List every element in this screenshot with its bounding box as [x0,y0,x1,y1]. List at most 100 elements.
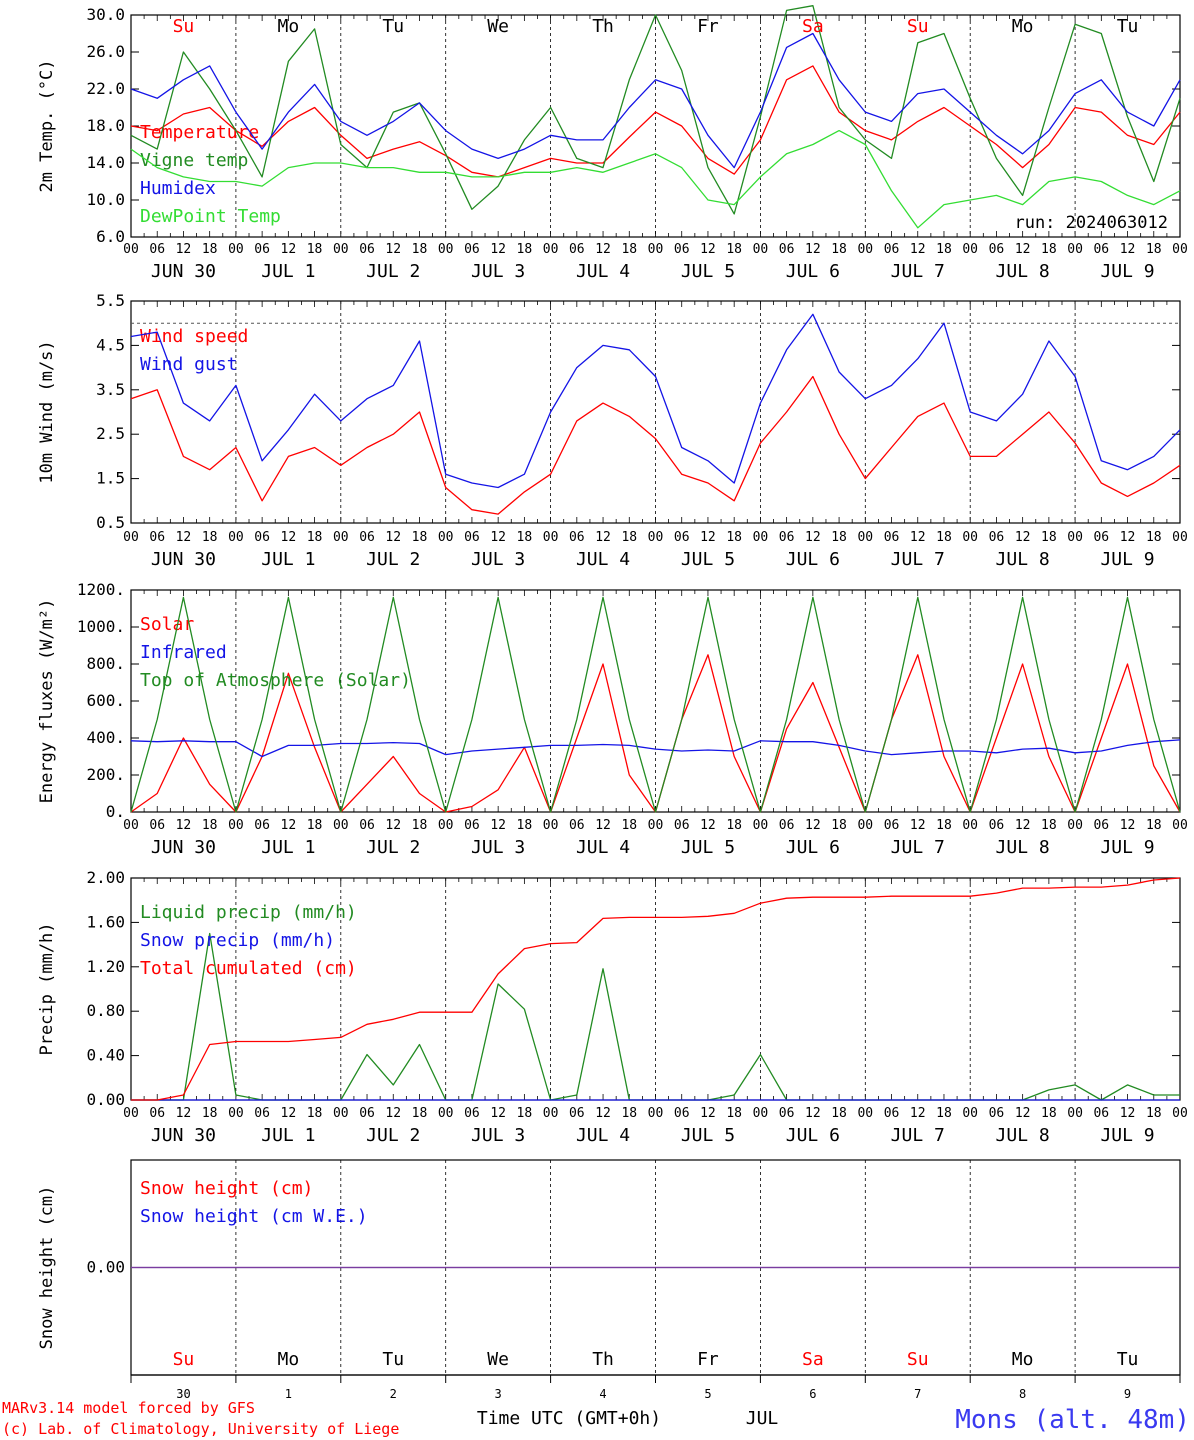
y-axis-label: 10m Wind (m/s) [37,340,57,483]
hour-label: 18 [1146,530,1162,545]
hour-label: 00 [333,818,349,833]
hour-label: 12 [805,530,821,545]
hour-label: 12 [910,818,926,833]
legend-entry: Humidex [140,178,216,199]
y-tick-label: 800. [86,654,125,673]
hour-label: 18 [831,1106,847,1121]
hour-label: 12 [595,242,611,257]
hour-label: 06 [884,530,900,545]
hour-label: 06 [464,818,480,833]
hour-label: 18 [726,1106,742,1121]
hour-label: 06 [464,530,480,545]
hour-label: 00 [333,242,349,257]
hour-label: 00 [648,1106,664,1121]
hour-label: 12 [1015,242,1031,257]
hour-label: 12 [1120,818,1136,833]
hour-label: 12 [281,530,297,545]
hour-label: 12 [700,818,716,833]
date-label: JUL 7 [891,837,945,858]
hour-label: 12 [176,818,192,833]
y-tick-label: 0.80 [86,1001,125,1020]
date-label: JUL 2 [366,1125,420,1146]
hour-label: 00 [857,530,873,545]
hour-label: 06 [1093,530,1109,545]
date-label: JUL 1 [261,261,315,282]
hour-label: 12 [281,1106,297,1121]
hour-label: 06 [359,242,375,257]
hour-label: 06 [674,818,690,833]
weekday-label: Su [907,16,929,37]
weekday-label-bottom: Fr [697,1349,719,1370]
panel-snow: 0.00 Snow height (cm) Snow height (cm) Snow… [37,1159,1181,1376]
hour-label: 12 [595,818,611,833]
hour-label: 18 [202,818,218,833]
date-label: JUL 5 [681,549,735,570]
date-label: JUL 7 [891,549,945,570]
weekday-label-bottom: Tu [1117,1349,1139,1370]
legend-entry: DewPoint Temp [140,206,281,227]
day-number: 5 [704,1387,711,1401]
date-label: JUL 4 [576,1125,630,1146]
hour-label: 18 [621,242,637,257]
panel-wind: 0.5 1.5 2.5 3.5 4.5 5.5 10m Wind (m/s) Wind spe… [37,291,1188,570]
date-label: JUL 3 [471,1125,525,1146]
hour-label: 00 [438,530,454,545]
hour-label: 18 [831,530,847,545]
hour-label: 00 [857,242,873,257]
hour-label: 12 [281,818,297,833]
y-tick-label: 26.0 [86,42,125,61]
hour-label: 00 [438,1106,454,1121]
y-tick-label: 5.5 [96,291,125,310]
date-label: JUN 30 [151,549,216,570]
hour-label: 12 [1015,1106,1031,1121]
hour-label: 18 [1146,1106,1162,1121]
hour-label: 12 [910,1106,926,1121]
weekday-label: Sa [802,16,824,37]
series-line-wind-gust [130,313,1181,489]
hour-label: 00 [753,530,769,545]
y-axis-label: Precip (mm/h) [37,922,57,1055]
hour-label: 00 [1172,242,1188,257]
y-tick-label: 14.0 [86,153,125,172]
hour-label: 06 [779,242,795,257]
hour-label: 18 [621,1106,637,1121]
day-number: 9 [1124,1387,1131,1401]
y-tick-label: 18.0 [86,116,125,135]
weekday-label-bottom: Sa [802,1349,824,1370]
hour-label: 06 [254,530,270,545]
hour-label: 00 [753,818,769,833]
hour-label: 06 [149,1106,165,1121]
hour-label: 12 [805,1106,821,1121]
date-label: JUL 8 [996,261,1050,282]
hour-label: 18 [307,818,323,833]
hour-label: 00 [1172,818,1188,833]
hour-label: 06 [1093,242,1109,257]
hour-label: 12 [1015,818,1031,833]
hour-label: 18 [831,242,847,257]
date-label: JUL 2 [366,549,420,570]
hour-label: 00 [333,1106,349,1121]
weekday-label: Mo [278,16,300,37]
hour-label: 00 [438,242,454,257]
day-number: 2 [390,1387,397,1401]
hour-label: 06 [989,530,1005,545]
y-tick-label: 4.5 [96,335,125,354]
hour-label: 06 [674,530,690,545]
hour-label: 00 [228,1106,244,1121]
hour-label: 18 [726,818,742,833]
weekday-label: Th [592,16,614,37]
date-label: JUL 8 [996,549,1050,570]
hour-label: 00 [962,242,978,257]
hour-label: 06 [149,818,165,833]
date-label: JUL 9 [1100,261,1154,282]
date-label: JUL 8 [996,1125,1050,1146]
date-label: JUL 7 [891,1125,945,1146]
series-line-infrared [130,739,1181,758]
weekday-label-bottom: We [487,1349,509,1370]
legend-entry: Wind speed [140,326,248,347]
hour-label: 18 [1146,242,1162,257]
hour-label: 12 [281,242,297,257]
hour-label: 06 [359,530,375,545]
panel-temp: 6.0 10.0 14.0 18.0 22.0 26.0 30.0 2m Temp. (°C)… [37,5,1188,282]
y-tick-label: 1200. [77,580,125,599]
